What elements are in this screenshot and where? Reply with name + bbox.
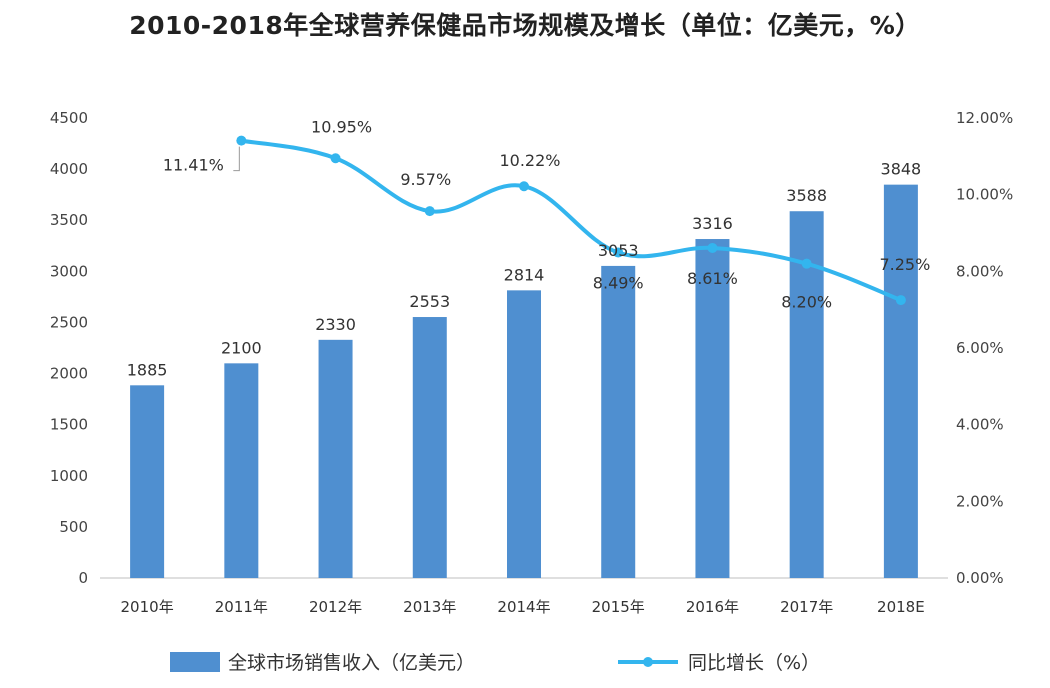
growth-point <box>801 258 812 269</box>
y-right-tick-label: 0.00% <box>956 569 1004 587</box>
x-tick-label: 2012年 <box>309 598 362 616</box>
data-labels: 1885 2100 2330 2553 2814 3053 3316 3588 3848 11.4… <box>127 117 931 379</box>
x-tick-label: 2011年 <box>215 598 268 616</box>
bar-series <box>130 184 918 578</box>
growth-value-label: 8.61% <box>687 269 738 288</box>
bar <box>789 211 824 578</box>
growth-value-label: 11.41% <box>163 156 224 175</box>
bar <box>695 239 730 578</box>
growth-point <box>895 295 906 306</box>
y-right-tick-label: 12.00% <box>956 109 1013 127</box>
bar <box>507 290 541 578</box>
x-tick-label: 2014年 <box>497 598 550 616</box>
bar-value-label: 2814 <box>504 265 545 284</box>
growth-value-label: 10.95% <box>311 117 372 136</box>
y-right-tick-label: 10.00% <box>956 186 1013 204</box>
bar <box>130 385 165 578</box>
chart-title: 2010-2018年全球营养保健品市场规模及增长（单位：亿美元，%） <box>129 11 921 40</box>
x-tick-label: 2013年 <box>403 598 456 616</box>
growth-point <box>330 153 341 164</box>
bar <box>318 339 353 578</box>
y-left-tick-label: 500 <box>59 518 88 536</box>
legend-bar-label: 全球市场销售收入（亿美元） <box>228 652 475 674</box>
y-right-tick-label: 8.00% <box>956 262 1004 280</box>
growth-value-label: 8.20% <box>781 293 832 312</box>
bar-value-label: 2553 <box>409 292 450 311</box>
y-left-tick-label: 1500 <box>50 416 88 434</box>
x-tick-label: 2016年 <box>686 598 739 616</box>
growth-point <box>236 135 247 146</box>
bar-value-label: 1885 <box>127 360 168 379</box>
bar-value-label: 2330 <box>315 315 356 334</box>
y-left-tick-label: 0 <box>78 569 88 587</box>
growth-point <box>613 247 624 258</box>
legend-bar-swatch <box>170 652 220 672</box>
growth-point <box>519 181 529 192</box>
growth-point <box>707 242 718 253</box>
y-right-tick-label: 4.00% <box>956 416 1004 434</box>
legend-line-label: 同比增长（%） <box>688 652 820 674</box>
growth-value-label: 8.49% <box>593 274 644 293</box>
label-leader-line <box>233 146 240 172</box>
growth-value-label: 9.57% <box>400 170 451 189</box>
bar-value-label: 3848 <box>881 160 922 179</box>
legend: 全球市场销售收入（亿美元） 同比增长（%） <box>170 652 820 674</box>
y-left-tick-label: 4500 <box>50 109 88 127</box>
y-left-tick-label: 2500 <box>50 313 88 331</box>
y-right-tick-label: 2.00% <box>956 492 1004 510</box>
growth-value-label: 10.22% <box>499 151 560 170</box>
x-tick-label: 2018E <box>877 598 925 616</box>
bar-value-label: 3316 <box>692 214 733 233</box>
bar-value-label: 3588 <box>786 186 827 205</box>
x-tick-label: 2017年 <box>780 598 833 616</box>
growth-value-label: 7.25% <box>879 255 930 274</box>
y-right-tick-label: 6.00% <box>956 339 1004 357</box>
bar <box>601 265 636 578</box>
y-left-tick-label: 2000 <box>50 365 88 383</box>
x-tick-label: 2010年 <box>121 598 174 616</box>
y-left-tick-label: 1000 <box>50 467 88 485</box>
y-left-tick-label: 3000 <box>50 262 88 280</box>
y-left-tick-label: 3500 <box>50 211 88 229</box>
legend-line-marker <box>643 657 653 667</box>
x-tick-label: 2015年 <box>592 598 645 616</box>
bar <box>883 184 918 578</box>
growth-point <box>424 206 435 217</box>
line-series <box>236 135 906 306</box>
axes: 0 500 1000 1500 2000 2500 3000 3500 4000 4500 0.00… <box>50 109 1013 616</box>
bar <box>224 363 259 578</box>
bar-value-label: 2100 <box>221 338 262 357</box>
growth-line <box>240 138 902 302</box>
bar-value-label: 3053 <box>598 241 639 260</box>
y-left-tick-label: 4000 <box>50 160 88 178</box>
bar <box>412 317 447 578</box>
